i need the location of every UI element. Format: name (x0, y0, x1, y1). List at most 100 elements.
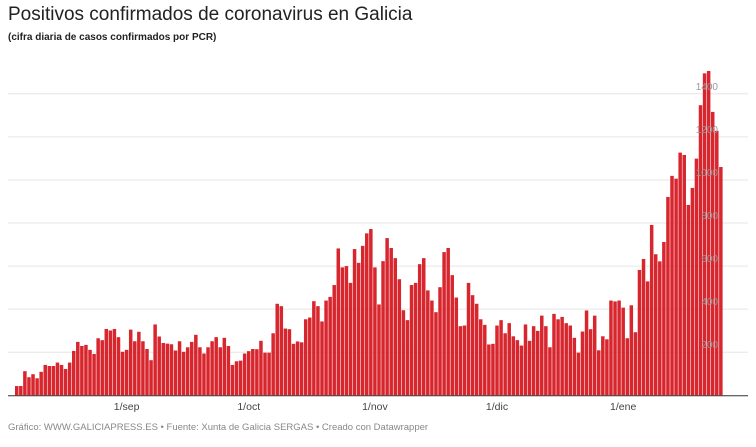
bar-18/ene[interactable] (690, 187, 695, 396)
bar-26/oct[interactable] (348, 282, 353, 396)
bar-16/oct[interactable] (308, 317, 312, 396)
bar-13/oct[interactable] (295, 341, 300, 396)
bar-25/ene[interactable] (719, 167, 723, 396)
bar-21/sep[interactable] (206, 347, 210, 396)
bar-31/ago[interactable] (120, 351, 125, 396)
bar-23/oct[interactable] (336, 248, 341, 396)
bar-8/dic[interactable] (523, 324, 528, 396)
bar-8/nov[interactable] (401, 310, 406, 396)
bar-23/sep[interactable] (214, 337, 218, 396)
bar-4/nov[interactable] (385, 238, 389, 396)
bar-17/oct[interactable] (312, 301, 316, 396)
bar-18/dic[interactable] (564, 323, 568, 396)
bar-11/ago[interactable] (39, 371, 43, 396)
bar-15/nov[interactable] (430, 300, 434, 396)
bar-6/oct[interactable] (267, 352, 271, 396)
bar-19/oct[interactable] (320, 321, 324, 396)
bar-6/ago[interactable] (19, 386, 23, 396)
bar-2/ene[interactable] (625, 338, 630, 396)
bar-1/ene[interactable] (621, 307, 625, 396)
bar-2/oct[interactable] (251, 348, 255, 396)
bar-5/ago[interactable] (15, 386, 19, 396)
bar-3/nov[interactable] (381, 261, 385, 396)
bar-5/ene[interactable] (637, 269, 642, 396)
bar-28/oct[interactable] (356, 262, 361, 396)
bar-6/ene[interactable] (641, 258, 646, 396)
bar-22/oct[interactable] (332, 285, 336, 396)
bar-15/sep[interactable] (181, 351, 186, 396)
bar-10/nov[interactable] (409, 285, 414, 396)
bar-13/nov[interactable] (422, 258, 426, 396)
bar-24/dic[interactable] (588, 329, 593, 396)
bar-26/dic[interactable] (597, 350, 601, 396)
bar-12/sep[interactable] (169, 344, 174, 396)
bar-24/sep[interactable] (218, 347, 223, 396)
bar-10/sep[interactable] (161, 342, 166, 396)
bar-30/oct[interactable] (365, 233, 369, 396)
bar-24/nov[interactable] (466, 282, 471, 396)
bar-31/dic[interactable] (617, 300, 621, 396)
bar-9/sep[interactable] (157, 336, 161, 396)
bar-3/sep[interactable] (133, 341, 137, 396)
bar-14/oct[interactable] (299, 342, 304, 396)
bar-18/sep[interactable] (194, 334, 198, 396)
bar-8/ago[interactable] (27, 377, 31, 396)
bar-2/nov[interactable] (377, 304, 381, 396)
bar-21/ago[interactable] (80, 345, 84, 396)
bar-2/dic[interactable] (499, 320, 503, 396)
bar-15/dic[interactable] (552, 313, 556, 396)
bar-4/sep[interactable] (137, 331, 141, 396)
bar-12/nov[interactable] (417, 264, 422, 396)
bar-4/ene[interactable] (633, 332, 638, 396)
bar-10/oct[interactable] (283, 328, 288, 396)
bar-8/sep[interactable] (153, 324, 157, 396)
bar-30/dic[interactable] (613, 301, 617, 396)
bar-9/oct[interactable] (279, 306, 284, 396)
bar-28/sep[interactable] (234, 361, 239, 396)
bar-1/nov[interactable] (373, 267, 377, 396)
bar-22/sep[interactable] (210, 341, 214, 396)
bar-14/sep[interactable] (177, 341, 182, 396)
bar-5/nov[interactable] (389, 248, 393, 396)
bar-1/sep[interactable] (124, 349, 129, 396)
bar-14/dic[interactable] (548, 347, 552, 396)
bar-13/ago[interactable] (47, 366, 52, 396)
bar-6/dic[interactable] (515, 340, 520, 396)
bar-9/dic[interactable] (527, 340, 532, 396)
bar-19/nov[interactable] (446, 248, 450, 396)
bar-29/dic[interactable] (609, 300, 613, 396)
bar-29/nov[interactable] (487, 344, 491, 396)
bar-20/ago[interactable] (76, 341, 80, 396)
bar-9/nov[interactable] (405, 320, 410, 396)
bar-12/ago[interactable] (43, 364, 47, 396)
bar-1/dic[interactable] (495, 325, 499, 396)
bar-24/oct[interactable] (340, 267, 345, 396)
bar-11/nov[interactable] (413, 282, 418, 396)
bar-16/nov[interactable] (434, 312, 438, 396)
bar-23/ene[interactable] (710, 111, 715, 396)
bar-14/ene[interactable] (674, 178, 678, 396)
bar-13/ene[interactable] (670, 175, 674, 396)
bar-25/oct[interactable] (344, 266, 349, 396)
bar-3/dic[interactable] (503, 333, 507, 396)
bar-15/ago[interactable] (55, 362, 60, 396)
bar-26/sep[interactable] (226, 345, 231, 396)
bar-21/oct[interactable] (328, 296, 332, 396)
bar-14/ago[interactable] (51, 366, 56, 396)
bar-22/dic[interactable] (580, 331, 585, 396)
bar-10/ago[interactable] (35, 378, 39, 396)
bar-23/nov[interactable] (462, 325, 467, 396)
bar-28/dic[interactable] (605, 339, 609, 396)
bar-29/sep[interactable] (238, 360, 243, 396)
bar-30/ago[interactable] (116, 337, 121, 396)
bar-18/nov[interactable] (442, 252, 446, 396)
bar-18/oct[interactable] (316, 306, 320, 396)
bar-7/oct[interactable] (271, 333, 275, 396)
bar-21/dic[interactable] (576, 352, 581, 396)
bar-24/ene[interactable] (715, 130, 719, 396)
bar-22/ene[interactable] (706, 70, 711, 396)
bar-13/dic[interactable] (544, 326, 548, 396)
bar-17/sep[interactable] (190, 341, 194, 396)
bar-5/dic[interactable] (511, 336, 516, 396)
bar-3/oct[interactable] (255, 349, 259, 396)
